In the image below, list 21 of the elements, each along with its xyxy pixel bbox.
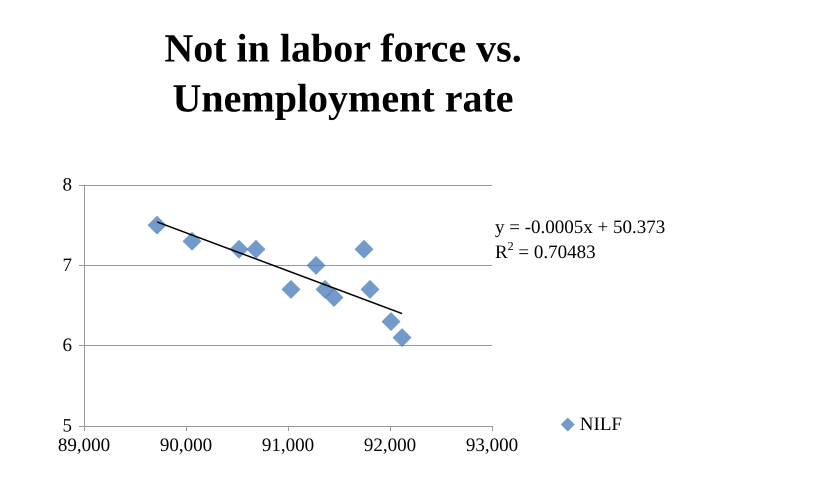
x-tick-label: 91,000 — [262, 435, 314, 456]
legend-label: NILF — [580, 414, 622, 435]
x-tick-label: 90,000 — [160, 435, 212, 456]
y-tick-label: 7 — [62, 254, 72, 276]
point — [354, 240, 374, 259]
point — [324, 288, 344, 307]
x-tick-label: 92,000 — [364, 435, 416, 456]
point — [382, 312, 401, 332]
x-tick-label: 93,000 — [466, 435, 518, 456]
point — [246, 240, 266, 259]
point — [182, 232, 202, 251]
y-tick-label: 5 — [62, 416, 72, 436]
point — [360, 280, 380, 299]
point — [392, 328, 412, 348]
y-tick-label: 6 — [62, 335, 72, 356]
x-tick-label: 89,000 — [58, 435, 110, 456]
point — [148, 216, 167, 235]
chart-title: Not in labor force vs. Unemployment rate — [164, 26, 522, 120]
y-tick-label: 8 — [62, 174, 72, 196]
point — [306, 256, 326, 275]
point — [281, 280, 300, 299]
